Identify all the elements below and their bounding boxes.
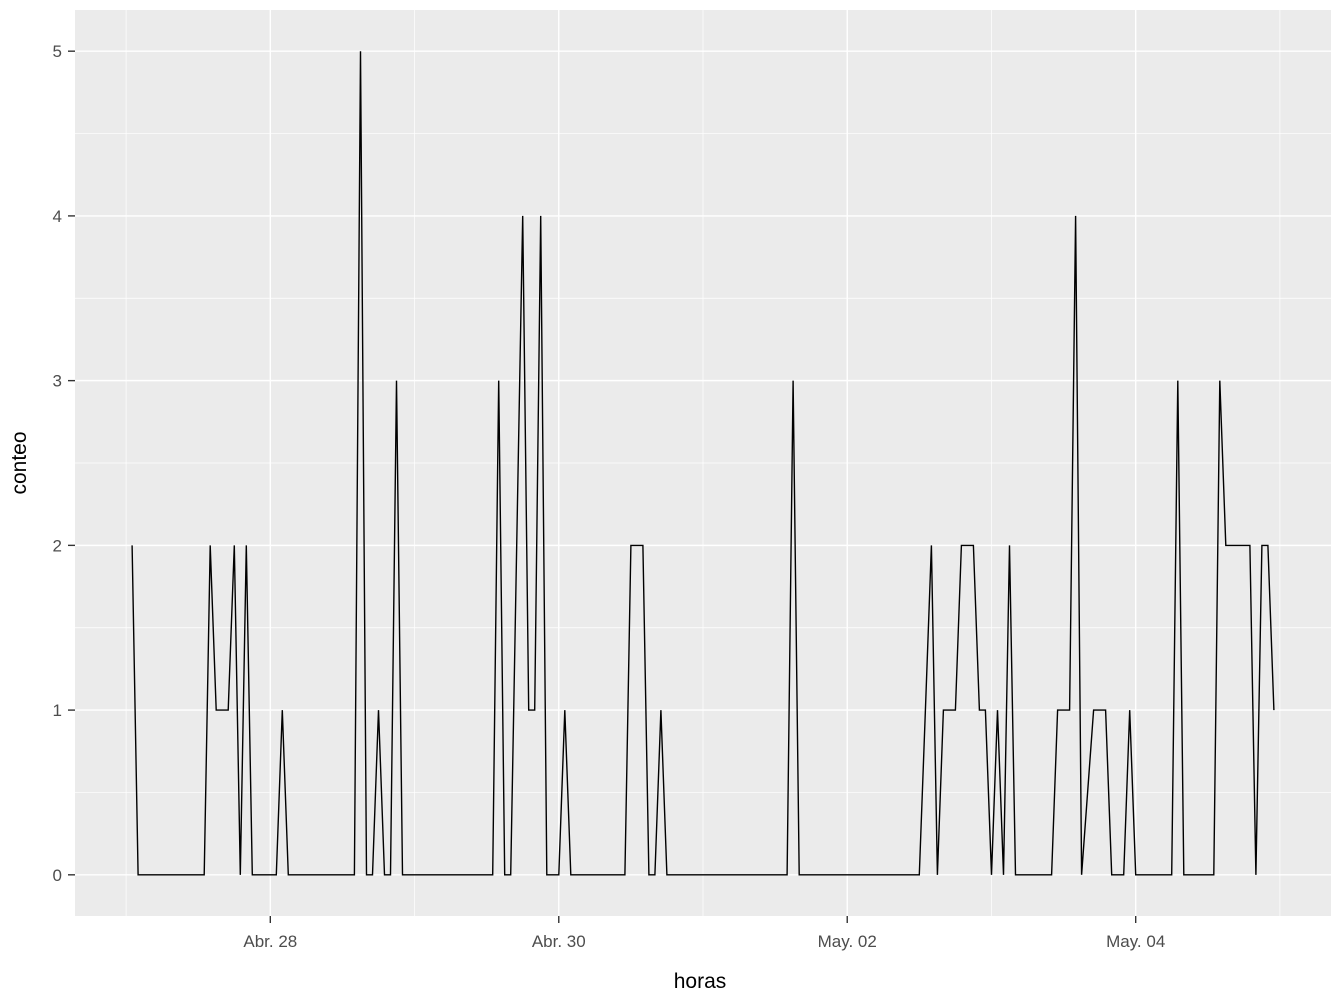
x-tick-label: Abr. 30 bbox=[532, 932, 586, 951]
y-tick-label: 2 bbox=[53, 536, 62, 555]
series-conteo bbox=[131, 51, 1275, 876]
y-axis-title: conteo bbox=[8, 431, 31, 494]
y-tick-label: 0 bbox=[53, 866, 62, 885]
chart-layers: 0 1 2 3 4 5 Abr. 28 Abr. 30 May. 02 May. 04 bbox=[53, 10, 1331, 951]
y-tick-label: 4 bbox=[53, 207, 62, 226]
x-tick-label: May. 04 bbox=[1106, 932, 1165, 951]
x-tick-label: Abr. 28 bbox=[243, 932, 297, 951]
y-tick-label: 1 bbox=[53, 701, 62, 720]
x-axis-title: horas bbox=[674, 970, 727, 993]
x-tick-label: May. 02 bbox=[818, 932, 877, 951]
y-tick-label: 5 bbox=[53, 42, 62, 61]
y-tick-label: 3 bbox=[53, 372, 62, 391]
